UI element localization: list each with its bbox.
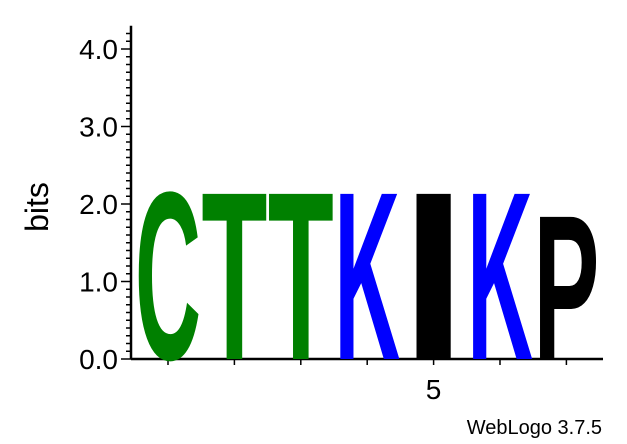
logo-letter-t-pos-3: T [268,144,334,411]
y-tick-label: 0.0 [79,344,118,375]
logo-letter-i-pos-5: I [401,142,467,410]
logo-letter-c-pos-1: C [135,144,201,411]
y-tick-label: 3.0 [79,112,118,143]
x-tick-label: 5 [426,374,442,405]
logo-letter-k-pos-6: K [467,144,533,411]
logo-letter-k-pos-4: K [334,144,400,411]
y-axis: 0.0 1.0 2.0 3.0 4.0 [79,25,133,375]
logo-letter-p-pos-7: P [533,173,599,404]
y-tick-label: 1.0 [79,267,118,298]
logo-letter-t-pos-2: T [201,144,267,411]
y-axis-label: bits [19,182,55,232]
y-tick-label: 2.0 [79,189,118,220]
x-axis: 5 [131,357,603,405]
weblogo-credit: WebLogo 3.7.5 [467,417,602,439]
y-tick-label: 4.0 [79,34,118,65]
